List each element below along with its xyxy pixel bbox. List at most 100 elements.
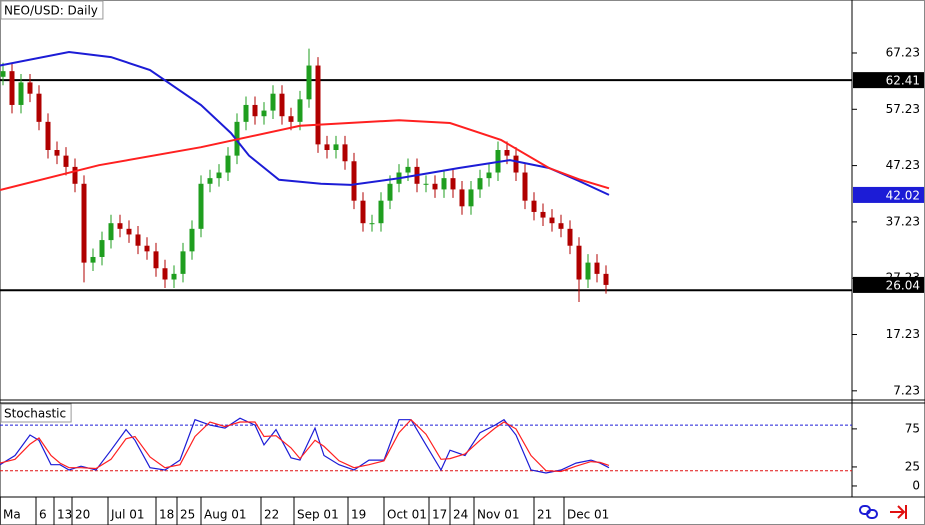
candle-body [351,161,357,201]
candle-body [0,71,6,77]
candle-body [99,240,105,257]
candle-body [207,178,213,184]
candle-body [513,155,519,173]
candle-body [558,223,564,229]
candle-body [9,71,15,105]
price-label-box [853,276,924,293]
candle-body [468,189,474,207]
candle-body [585,262,591,280]
candle-body [270,93,276,111]
x-tick-label: 20 [75,508,90,522]
x-tick-label: 13 [57,508,72,522]
x-tick-label: Jul 01 [110,508,145,522]
y-tick-label: 17.23 [886,327,920,341]
price-label: 26.04 [886,278,920,292]
candle-body [576,245,582,280]
candle-body [387,183,393,201]
candle-body [45,121,51,150]
x-tick-label: Aug 01 [204,508,247,522]
candle-body [171,273,177,280]
panel-title: Stochastic [4,407,66,421]
candle-body [108,223,114,241]
candle-body [63,155,69,167]
price-label: 62.41 [886,74,920,88]
x-tick-label: Dec 01 [567,508,609,522]
candle-body [81,183,87,263]
candle-body [306,65,312,100]
candle-body [360,200,366,224]
candle-body [486,172,492,179]
y-tick-label: 25 [905,459,920,473]
candle-body [567,228,573,246]
x-tick-label: Ma [3,508,21,522]
candle-body [315,65,321,145]
x-tick-label: 19 [351,508,366,522]
candle-body [243,104,249,122]
candle-body [288,116,294,122]
candle-body [423,183,429,185]
candle-body [531,200,537,212]
candle-body [261,110,267,117]
candle-body [279,93,285,117]
candle-body [18,82,24,105]
candle-body [369,223,375,225]
candle-body [450,178,456,190]
candle-body [198,183,204,229]
panel-title-box [0,0,104,20]
candle-body [216,172,222,179]
y-tick-label: 0 [912,478,920,492]
x-tick-label: 25 [180,508,195,522]
candle-body [540,211,546,218]
candle-body [153,251,159,269]
x-tick-label: 24 [453,508,468,522]
x-tick-label: 21 [537,508,552,522]
candle-body [90,256,96,263]
series-line [0,50,610,196]
candle-body [225,155,231,173]
y-tick-label: 75 [905,421,920,435]
panel-title-box [0,403,72,423]
candle-body [549,217,555,224]
candle-body [162,268,168,280]
price-label: 42.02 [886,188,920,202]
price-label-box [853,72,924,89]
candle-body [36,93,42,122]
panel-title: NEO/USD: Daily [4,4,98,18]
y-tick-label: 57.23 [886,102,920,116]
candle-body [342,144,348,162]
y-tick-label: 47.23 [886,158,920,172]
x-tick-label: 22 [264,508,279,522]
candle-body [189,228,195,252]
candle-body [54,150,60,156]
candle-body [594,262,600,274]
candle-body [252,104,258,117]
candle-body [180,251,186,274]
candle-body [135,234,141,246]
candle-body [477,178,483,190]
arrow-icon[interactable] [890,505,907,519]
series-line [0,119,610,191]
candle-body [117,223,123,229]
x-tick-label: Sep 01 [297,508,339,522]
candle-body [144,245,150,252]
candle-body [459,189,465,207]
candle-body [378,200,384,224]
x-tick-label: Nov 01 [477,508,520,522]
price-label-box [853,186,924,203]
candle-body [432,183,438,190]
link-icon[interactable] [866,509,878,519]
y-tick-label: 37.23 [886,214,920,228]
toolbar-icons[interactable] [859,505,907,519]
x-tick-label: 18 [159,508,174,522]
candle-body [297,99,303,122]
candle-body [126,228,132,235]
candle-body [72,166,78,184]
x-tick-label: Oct 01 [387,508,427,522]
y-tick-label: 7.23 [893,383,920,397]
series-line [0,418,610,473]
x-tick-label: 17 [432,508,447,522]
candle-body [603,273,609,285]
